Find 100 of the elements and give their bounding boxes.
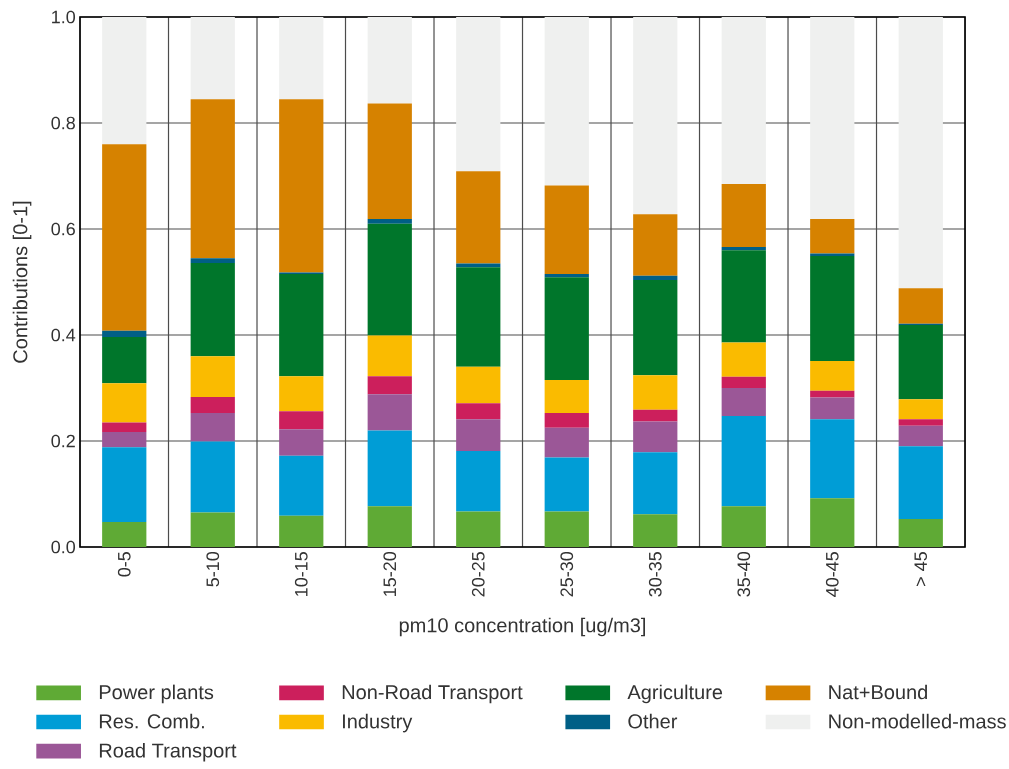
bar	[544, 380, 589, 413]
bar	[721, 183, 766, 248]
bar	[544, 274, 589, 278]
bar	[102, 17, 147, 145]
bar	[367, 223, 412, 336]
bar	[898, 288, 943, 324]
x-tick-label: 30-35	[648, 552, 662, 597]
bar	[190, 17, 235, 100]
bar	[633, 17, 678, 215]
bar	[102, 330, 147, 338]
bar	[279, 515, 324, 547]
bar	[898, 425, 943, 447]
x-tick-label: 10-15	[294, 552, 308, 596]
bar	[721, 250, 766, 343]
bar	[898, 419, 943, 426]
x-tick-label: 25-30	[560, 551, 574, 597]
bar	[367, 506, 412, 547]
x-tick-label: 0-5	[117, 552, 131, 577]
legend-label: Agriculture	[627, 684, 723, 704]
bar	[898, 324, 943, 400]
bar	[367, 218, 412, 224]
bar	[633, 452, 678, 515]
bar	[544, 511, 589, 547]
bar	[898, 518, 943, 547]
bar	[544, 277, 589, 381]
legend-label: Industry	[343, 713, 413, 733]
x-tick-label: > 45	[914, 552, 928, 586]
y-tick-label: 0.4	[51, 328, 76, 342]
y-tick-label: 1.0	[52, 10, 76, 24]
bar	[898, 446, 943, 519]
bar	[810, 390, 855, 398]
bar	[367, 335, 412, 377]
bar	[456, 263, 501, 268]
bar	[102, 431, 147, 448]
y-tick-label: 0.6	[51, 222, 75, 236]
bar	[279, 99, 324, 273]
x-tick-label: 15-20	[383, 551, 397, 596]
bar	[456, 17, 501, 172]
bar	[190, 412, 235, 442]
bar	[190, 512, 235, 547]
legend-label: Non-Road Transport	[342, 684, 523, 704]
legend-label: Power plants	[99, 684, 214, 704]
bar	[810, 397, 855, 420]
y-tick-label: 0.0	[51, 540, 76, 554]
bar	[102, 383, 147, 423]
bar	[102, 144, 147, 331]
bar	[810, 218, 855, 254]
bar	[190, 356, 235, 398]
x-tick-label: 40-45	[825, 552, 839, 597]
y-tick-label: 0.8	[51, 116, 75, 130]
bar	[898, 399, 943, 420]
bar	[279, 274, 324, 377]
bar	[279, 429, 324, 456]
bar	[279, 411, 324, 430]
legend-label: Road Transport	[99, 742, 237, 762]
legend-label: Non-modelled-mass	[829, 713, 1006, 729]
bar	[456, 171, 501, 264]
bar	[810, 419, 855, 499]
bar	[544, 412, 589, 428]
bar	[810, 17, 855, 219]
bar	[279, 455, 324, 516]
x-tick-label: 20-25	[471, 552, 485, 597]
bar	[544, 17, 589, 186]
bar	[190, 441, 235, 513]
bar	[633, 514, 678, 547]
x-tick-label: 35-40	[737, 551, 751, 597]
bar	[721, 342, 766, 377]
bar	[367, 430, 412, 507]
legend-label: Other	[628, 713, 678, 729]
bar	[456, 511, 501, 547]
bar	[633, 421, 678, 453]
bar	[456, 366, 501, 404]
bar	[633, 375, 678, 410]
bar	[456, 267, 501, 367]
bar	[367, 17, 412, 104]
x-tick-label: 5-10	[206, 551, 220, 587]
bar	[721, 376, 766, 388]
bar	[721, 388, 766, 417]
x-axis-title: pm10 concentration [ug/m3]	[399, 617, 645, 637]
bar	[721, 506, 766, 547]
y-tick-label: 0.2	[51, 434, 75, 448]
bar	[633, 214, 678, 276]
bar	[367, 103, 412, 219]
bar	[633, 275, 678, 280]
legend-label: Nat+Bound	[829, 684, 927, 700]
bar	[810, 360, 855, 391]
bar	[102, 522, 147, 547]
bar	[279, 17, 324, 100]
bar	[456, 451, 501, 512]
bar	[544, 185, 589, 275]
bar	[898, 17, 943, 289]
bar	[367, 376, 412, 395]
bar	[102, 337, 147, 384]
bar	[279, 376, 324, 412]
bar	[102, 422, 147, 432]
bar	[633, 409, 678, 422]
bar	[190, 262, 235, 357]
bar	[190, 99, 235, 259]
bar	[721, 17, 766, 184]
legend-label: Res. Comb.	[99, 713, 204, 729]
